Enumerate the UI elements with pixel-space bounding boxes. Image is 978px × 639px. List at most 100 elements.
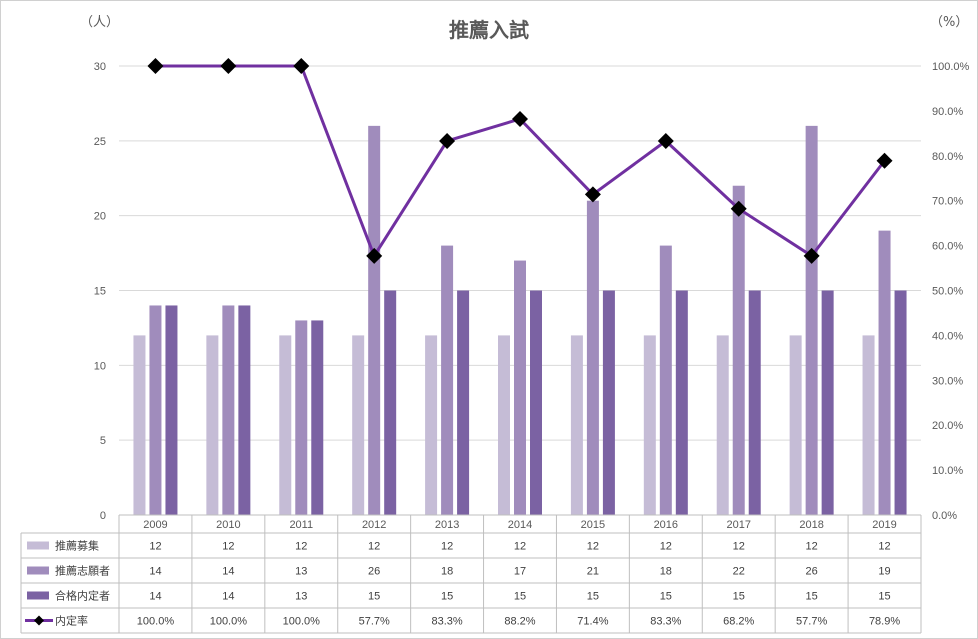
legend-key <box>27 566 49 575</box>
category-label: 2009 <box>143 519 167 531</box>
table-cell: 14 <box>222 566 234 578</box>
table-cell: 100.0% <box>210 616 248 628</box>
table-cell: 12 <box>368 541 380 553</box>
bar <box>279 335 292 515</box>
category-label: 2012 <box>362 519 386 531</box>
table-cell: 21 <box>587 566 599 578</box>
category-label: 2013 <box>435 519 459 531</box>
bar <box>805 125 818 515</box>
bar <box>675 290 688 515</box>
right-tick-label: 30.0% <box>932 375 963 387</box>
bar <box>659 245 672 515</box>
bar <box>894 290 907 515</box>
table-cell: 71.4% <box>577 616 608 628</box>
bar <box>352 335 365 515</box>
bar <box>514 260 526 515</box>
table-cell: 15 <box>806 591 818 603</box>
category-label: 2019 <box>872 519 896 531</box>
rate-marker <box>512 110 528 127</box>
table-cell: 12 <box>878 541 890 553</box>
right-tick-label: 80.0% <box>932 151 963 163</box>
right-tick-label: 0.0% <box>932 510 957 522</box>
table-cell: 100.0% <box>137 616 175 628</box>
right-axis-unit: （%） <box>930 15 968 30</box>
left-tick-label: 10 <box>94 360 106 372</box>
bar <box>295 320 308 515</box>
bar <box>441 245 454 515</box>
rate-marker <box>293 58 310 74</box>
bar <box>716 335 729 515</box>
rate-marker <box>220 58 237 74</box>
table-cell: 12 <box>587 541 599 553</box>
table-cell: 15 <box>441 591 453 603</box>
table-cell: 57.7% <box>796 616 827 628</box>
table-cell: 19 <box>878 566 890 578</box>
bar <box>530 290 542 515</box>
right-tick-label: 40.0% <box>932 330 963 342</box>
rate-marker <box>876 152 893 169</box>
right-tick-label: 20.0% <box>932 420 963 432</box>
bar <box>222 305 235 515</box>
series-name: 内定率 <box>55 614 88 628</box>
bar <box>425 335 438 515</box>
right-tick-label: 60.0% <box>932 241 963 253</box>
bar <box>133 335 146 515</box>
table-cell: 15 <box>733 591 745 603</box>
table-cell: 12 <box>660 541 672 553</box>
bar <box>570 335 583 515</box>
table-cell: 26 <box>806 566 818 578</box>
series-name: 合格内定者 <box>55 589 110 603</box>
table-cell: 14 <box>149 566 161 578</box>
series-name: 推薦募集 <box>55 539 99 553</box>
table-cell: 12 <box>441 541 453 553</box>
rate-marker <box>366 247 383 264</box>
bar <box>311 320 324 515</box>
table-cell: 14 <box>149 591 161 603</box>
table-cell: 15 <box>587 591 599 603</box>
bar <box>602 290 615 515</box>
legend-key <box>27 541 49 550</box>
category-label: 2014 <box>508 519 532 531</box>
table-cell: 83.3% <box>650 616 681 628</box>
table-cell: 18 <box>441 566 453 578</box>
bar <box>789 335 802 515</box>
table-cell: 12 <box>514 541 526 553</box>
category-label: 2015 <box>581 519 605 531</box>
bar <box>384 290 397 515</box>
rate-marker <box>147 58 164 74</box>
category-label: 2011 <box>289 519 313 531</box>
table-cell: 15 <box>368 591 380 603</box>
left-tick-label: 5 <box>100 435 106 447</box>
table-cell: 17 <box>514 566 526 578</box>
bar <box>498 335 510 515</box>
rate-marker <box>584 186 601 203</box>
series-name: 推薦志願者 <box>55 564 110 578</box>
table-cell: 57.7% <box>359 616 390 628</box>
table-cell: 83.3% <box>431 616 462 628</box>
left-tick-label: 15 <box>94 286 106 298</box>
legend-key <box>27 591 49 600</box>
table-cell: 88.2% <box>504 616 535 628</box>
rate-marker <box>803 247 820 264</box>
right-tick-label: 90.0% <box>932 106 963 118</box>
left-tick-label: 30 <box>94 61 106 73</box>
bar <box>732 185 745 515</box>
table-cell: 12 <box>295 541 307 553</box>
table-cell: 100.0% <box>283 616 321 628</box>
table-cell: 13 <box>295 566 307 578</box>
bar <box>643 335 656 515</box>
bar <box>457 290 470 515</box>
bar <box>878 230 891 515</box>
bar <box>368 125 381 515</box>
bar <box>238 305 251 515</box>
rate-marker <box>730 200 747 217</box>
rate-line <box>155 64 886 258</box>
bar <box>586 200 599 515</box>
chart-title: 推薦入試 <box>449 18 529 42</box>
table-cell: 78.9% <box>869 616 900 628</box>
table-cell: 15 <box>514 591 526 603</box>
right-tick-label: 10.0% <box>932 465 963 477</box>
left-axis-unit: （人） <box>80 15 119 30</box>
table-cell: 13 <box>295 591 307 603</box>
bar <box>206 335 219 515</box>
